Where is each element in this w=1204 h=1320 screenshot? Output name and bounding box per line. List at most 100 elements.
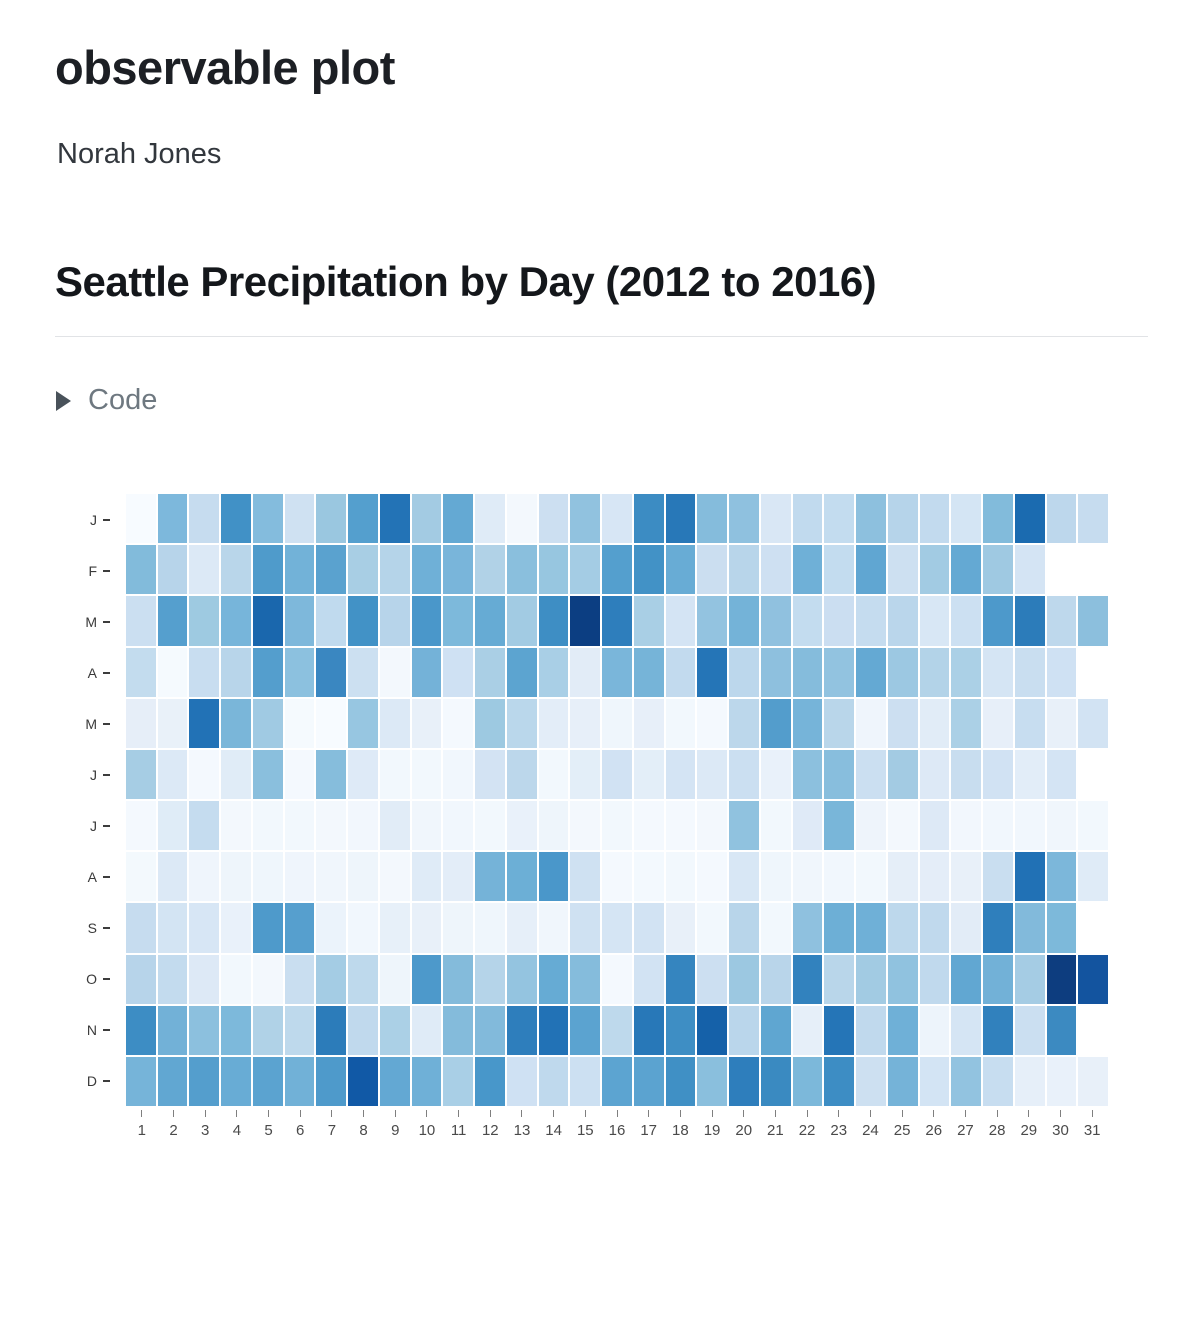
x-tick-mark (204, 1110, 206, 1117)
heatmap-cell (126, 801, 156, 851)
heatmap-cell (983, 749, 1013, 799)
heatmap-cell (697, 801, 728, 851)
heatmap-cell (729, 1056, 759, 1106)
heatmap-cell (157, 954, 188, 1004)
y-tick-mark (103, 518, 110, 521)
heatmap-cell (887, 1005, 918, 1055)
heatmap-cell (411, 903, 442, 953)
day-label: 15 (576, 1122, 594, 1139)
heatmap-cell (538, 954, 569, 1004)
heatmap-cell (665, 903, 696, 953)
heatmap-cell (538, 801, 569, 851)
heatmap-cell (348, 801, 378, 851)
heatmap-cell (570, 801, 601, 851)
y-axis-label: M (62, 596, 110, 647)
month-label: A (87, 868, 97, 885)
heatmap-cell (252, 1056, 283, 1106)
heatmap-cell (379, 749, 410, 799)
x-tick-mark (901, 1110, 903, 1117)
heatmap-cell (602, 749, 632, 799)
day-label: 28 (988, 1122, 1006, 1139)
heatmap-cell (316, 545, 347, 595)
heatmap-cell (824, 1005, 855, 1055)
heatmap-cell (1078, 1056, 1108, 1106)
heatmap-cell (887, 545, 918, 595)
chart-heading: Seattle Precipitation by Day (2012 to 20… (55, 258, 877, 305)
x-tick-mark (838, 1110, 840, 1117)
heatmap-cell (252, 852, 283, 902)
heatmap-cell (792, 545, 823, 595)
heatmap-cell (506, 749, 537, 799)
heatmap-cell (316, 647, 347, 697)
heatmap-cell (157, 494, 188, 544)
y-tick-mark (103, 671, 110, 674)
heatmap-cell (411, 647, 442, 697)
heatmap-cell (570, 852, 601, 902)
heatmap-cell (189, 494, 220, 544)
heatmap-cell (602, 903, 632, 953)
heatmap-cell (316, 903, 347, 953)
heatmap-cell (665, 698, 696, 748)
heatmap-cell (951, 596, 982, 646)
heatmap-cell (951, 1005, 982, 1055)
day-label: 13 (513, 1122, 531, 1139)
heatmap-cell (697, 698, 728, 748)
heatmap-cell (221, 903, 251, 953)
month-label: A (87, 664, 97, 681)
heatmap-cell (443, 852, 474, 902)
heatmap-cell (443, 903, 474, 953)
heatmap-cell (221, 647, 251, 697)
heatmap-cell (506, 545, 537, 595)
heatmap-cell (348, 545, 378, 595)
heatmap-cell (570, 698, 601, 748)
heatmap-cell (1046, 596, 1077, 646)
heatmap-cell (126, 647, 156, 697)
day-label: 21 (767, 1122, 784, 1139)
y-tick-mark (103, 926, 110, 929)
heatmap-cell (824, 647, 855, 697)
heatmap-cell (983, 494, 1013, 544)
heatmap-cell (348, 596, 378, 646)
x-tick-mark (933, 1110, 935, 1117)
heatmap-cell (538, 852, 569, 902)
heatmap-cell (887, 698, 918, 748)
heatmap-cell (760, 903, 791, 953)
heatmap-cell (475, 801, 505, 851)
heatmap-cell (919, 596, 950, 646)
heatmap-cell (284, 1005, 315, 1055)
code-disclosure[interactable]: Code (56, 384, 157, 417)
heatmap-cell (856, 545, 886, 595)
heatmap-cell (1014, 801, 1045, 851)
heatmap-cell (189, 954, 220, 1004)
heatmap-cell (221, 545, 251, 595)
heatmap-cell (919, 647, 950, 697)
heatmap-cell (856, 1056, 886, 1106)
month-label: D (86, 1072, 97, 1089)
heatmap-cell (348, 954, 378, 1004)
heatmap-cell (538, 698, 569, 748)
day-label: 14 (545, 1122, 562, 1139)
heatmap-cell (570, 647, 601, 697)
day-label: 29 (1020, 1122, 1038, 1139)
heatmap-cell (1014, 494, 1045, 544)
heatmap-cell (887, 494, 918, 544)
day-label: 23 (830, 1122, 848, 1139)
heatmap-cell (951, 801, 982, 851)
x-tick-mark (173, 1110, 175, 1117)
x-tick-mark (236, 1110, 238, 1117)
heatmap-cell (443, 647, 474, 697)
heatmap-cell (316, 801, 347, 851)
heatmap-cell (1046, 801, 1077, 851)
x-tick-mark (648, 1110, 650, 1117)
y-tick-mark (103, 722, 110, 725)
heatmap-cell (411, 545, 442, 595)
heatmap-cell (157, 1005, 188, 1055)
heatmap-cell (919, 698, 950, 748)
day-label: 22 (798, 1122, 816, 1139)
day-label: 7 (327, 1122, 337, 1139)
heatmap-cell (252, 596, 283, 646)
heatmap-cell (126, 698, 156, 748)
heatmap-cell (919, 545, 950, 595)
heatmap-cell (475, 545, 505, 595)
heatmap-cell (348, 1005, 378, 1055)
